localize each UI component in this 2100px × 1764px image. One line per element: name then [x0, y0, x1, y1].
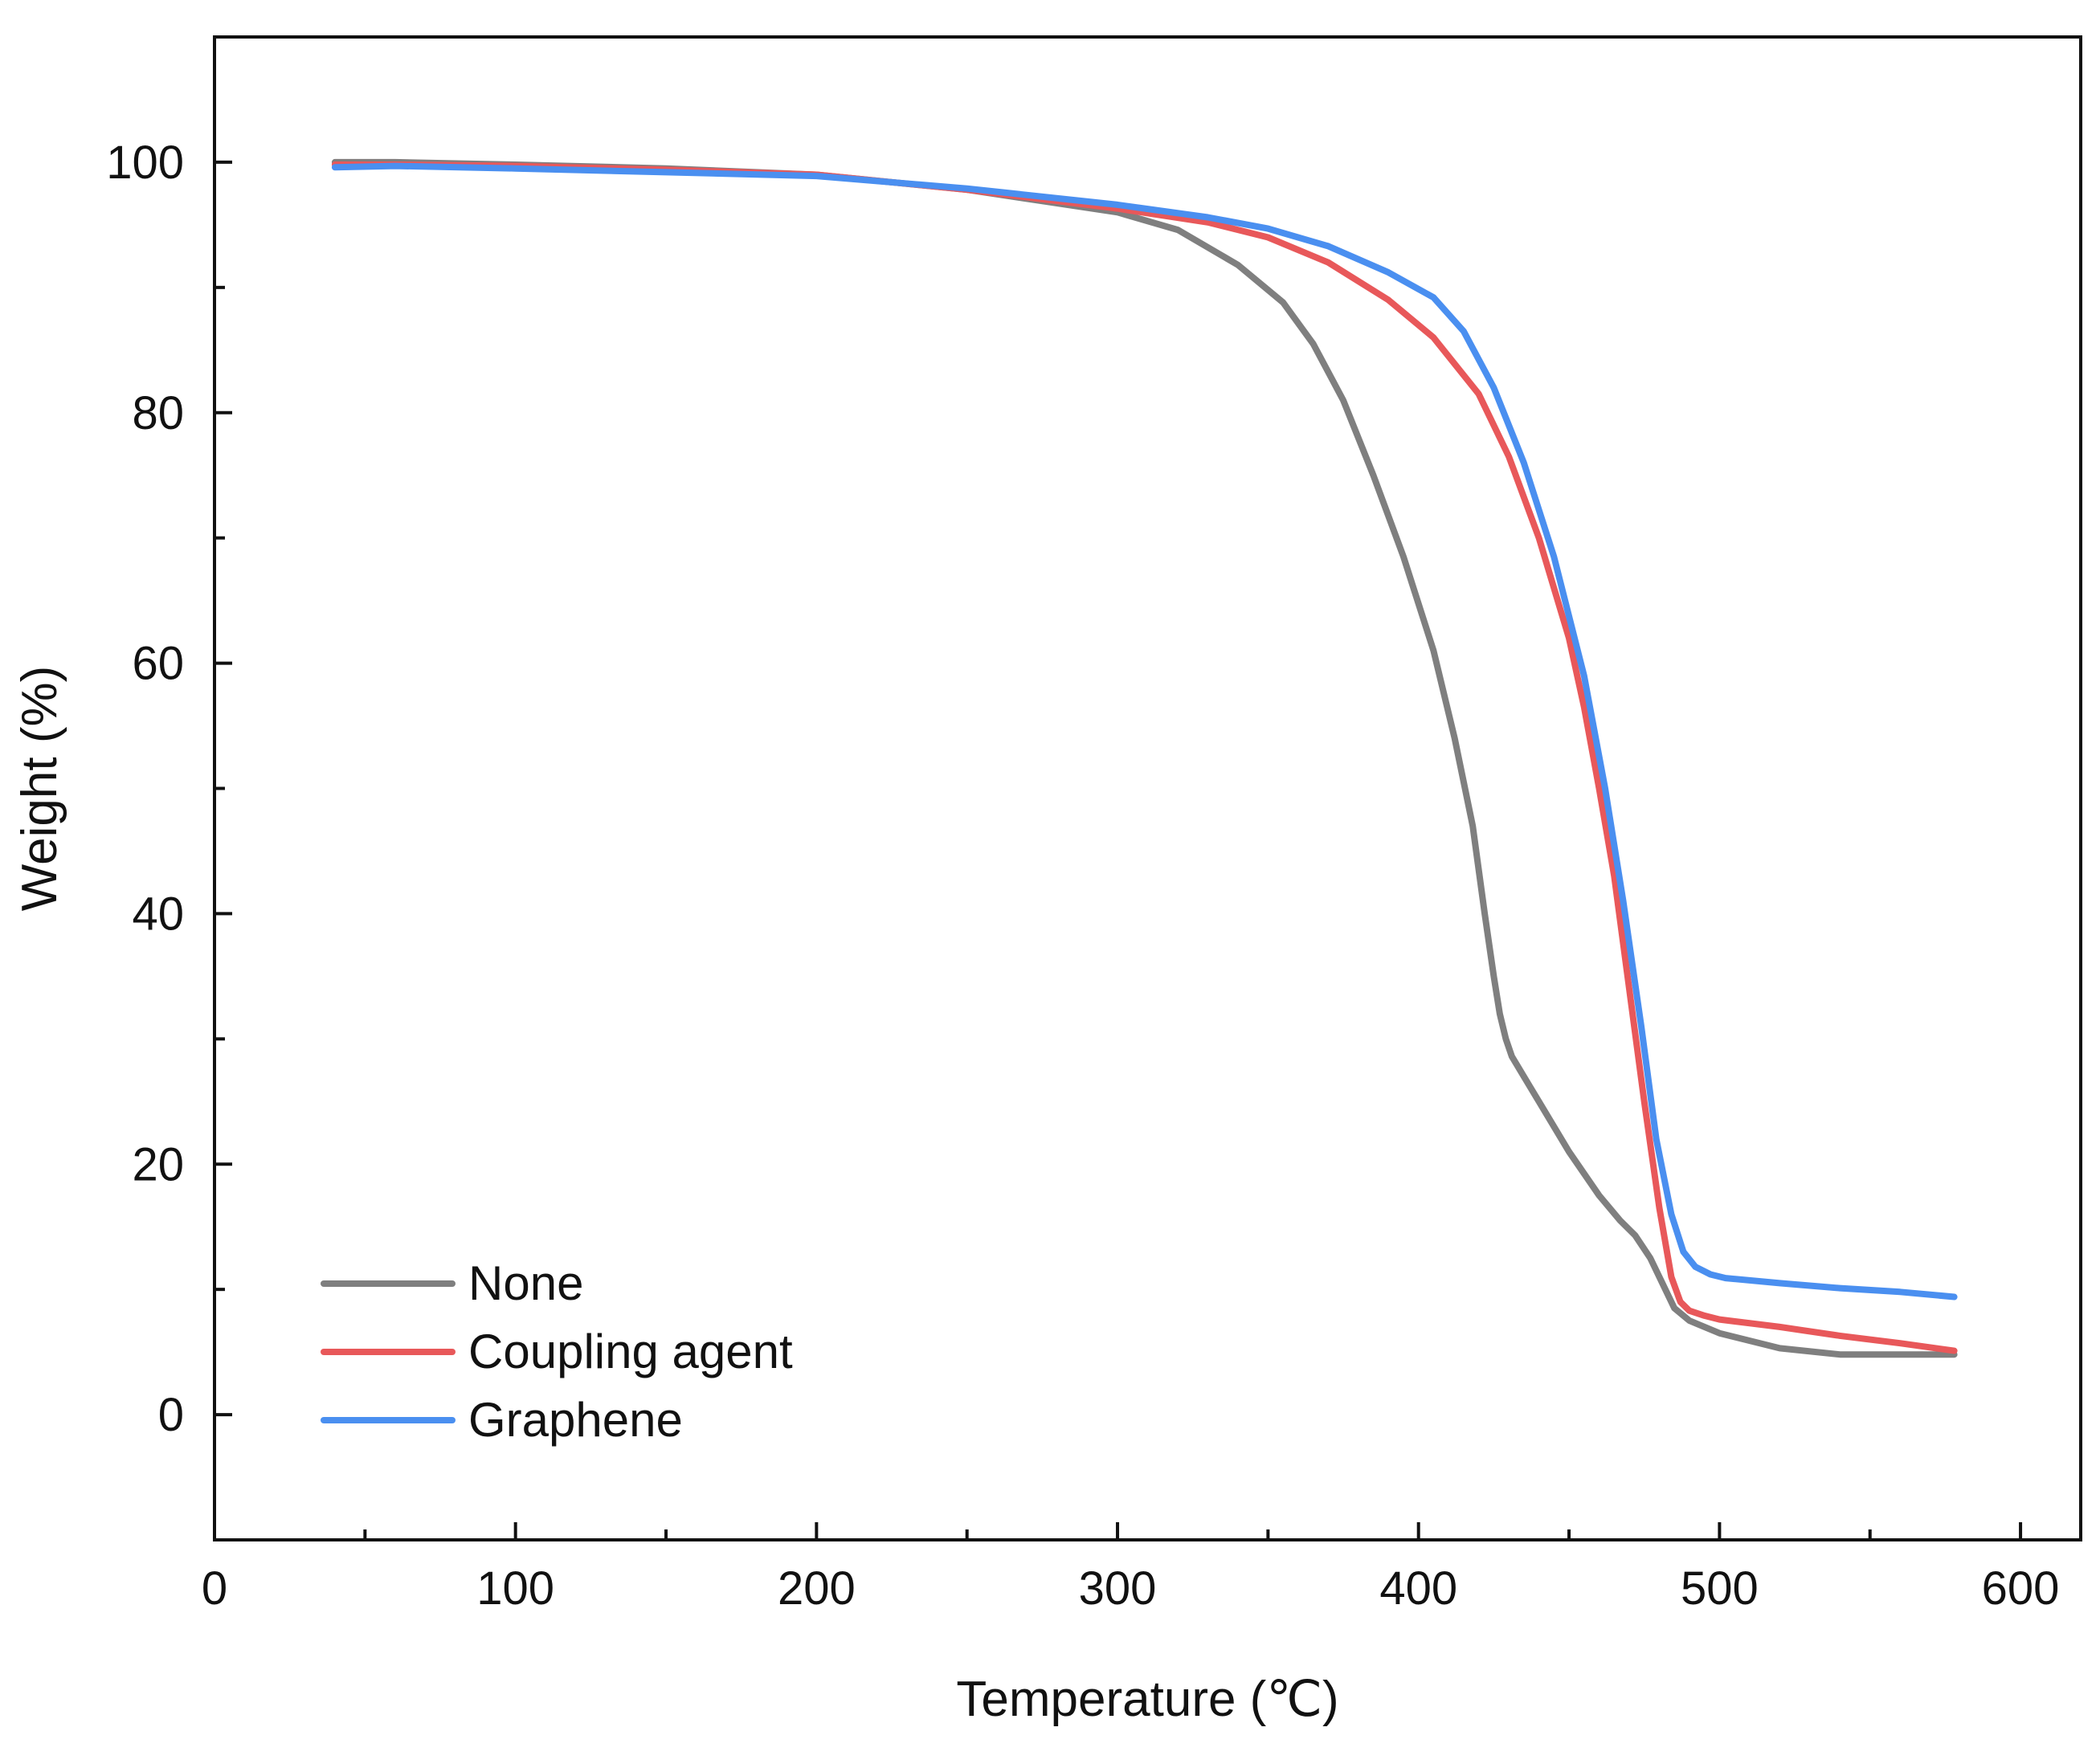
x-tick-label: 400 [1379, 1562, 1457, 1615]
x-axis: 0 100 200 300 400 500 600 [202, 1522, 2060, 1615]
legend-label: Graphene [468, 1393, 683, 1447]
x-tick-label: 200 [778, 1562, 856, 1615]
legend-label: Coupling agent [468, 1325, 793, 1378]
legend-label: None [468, 1256, 583, 1310]
x-tick-label: 0 [202, 1562, 227, 1615]
y-tick-label: 60 [132, 638, 184, 690]
y-axis-title: Weight (%) [12, 666, 67, 912]
legend: None Coupling agent Graphene [321, 1256, 793, 1447]
x-tick-label: 300 [1079, 1562, 1157, 1615]
y-axis: 0 20 40 60 80 100 [106, 35, 232, 1541]
x-tick-label: 600 [1982, 1562, 2060, 1615]
y-tick-label: 0 [158, 1389, 184, 1441]
x-tick-label: 100 [476, 1562, 554, 1615]
y-tick-label: 80 [132, 387, 184, 439]
x-axis-title: Temperature (℃) [956, 1672, 1338, 1727]
series-line-graphene [331, 162, 1958, 1301]
x-tick-label: 500 [1681, 1562, 1759, 1615]
series-line-none [331, 158, 1958, 1358]
y-tick-label: 20 [132, 1138, 184, 1190]
y-tick-label: 100 [106, 137, 184, 189]
series-lines [331, 158, 1958, 1358]
y-tick-label: 40 [132, 888, 184, 940]
